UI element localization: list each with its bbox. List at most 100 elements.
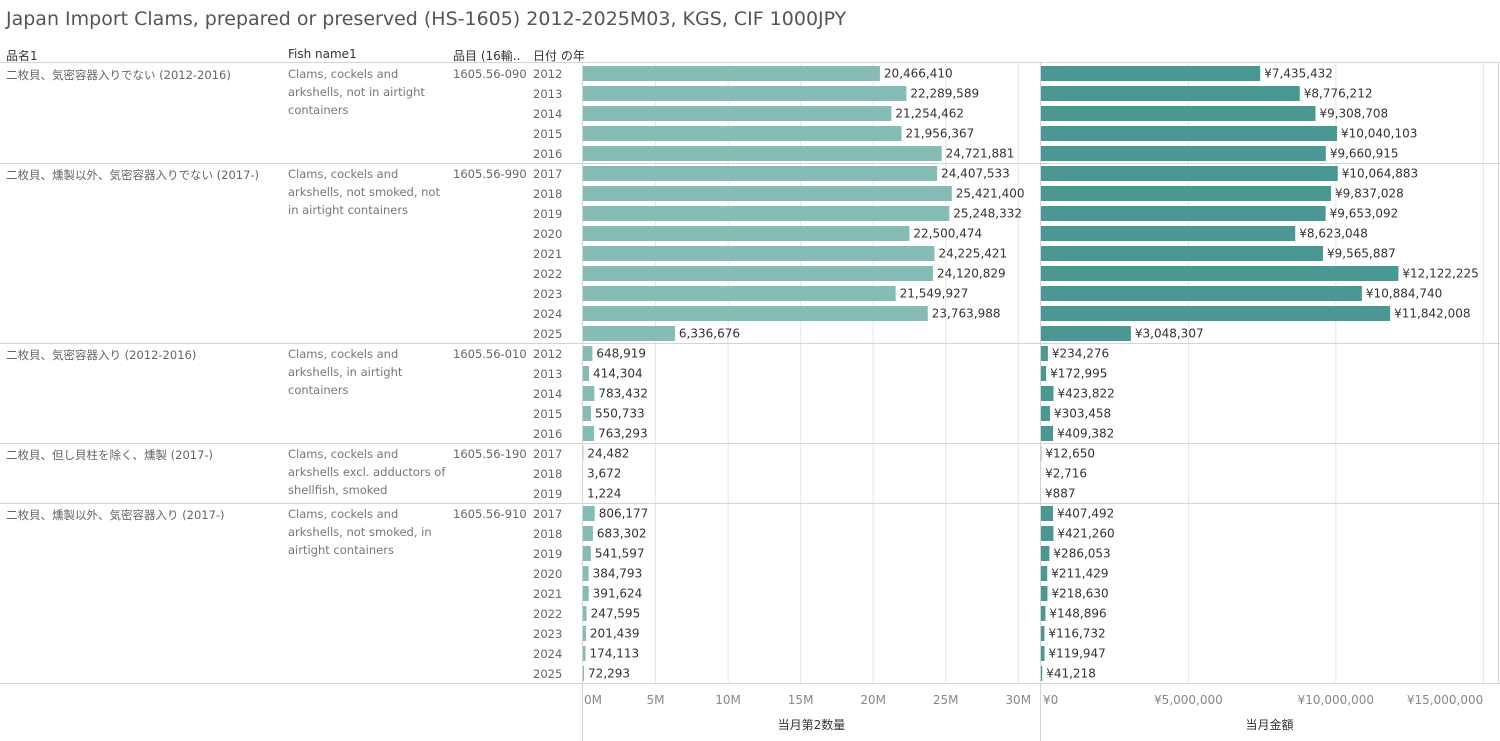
qty-tick-label: 15M	[788, 693, 814, 707]
qty-data-label: 25,248,332	[953, 207, 1022, 221]
amt-data-label: ¥2,716	[1045, 467, 1087, 481]
qty-data-label: 541,597	[595, 547, 645, 561]
amt-bar	[1041, 566, 1048, 581]
qty-data-label: 763,293	[598, 427, 648, 441]
amt-data-label: ¥211,429	[1051, 567, 1108, 581]
amt-bar	[1041, 326, 1131, 341]
qty-bar	[583, 106, 892, 121]
amt-data-label: ¥7,435,432	[1264, 67, 1333, 81]
qty-data-label: 20,466,410	[884, 67, 953, 81]
year-label: 2018	[533, 187, 563, 201]
amt-bar	[1041, 406, 1050, 421]
amt-tick-label: ¥0	[1043, 693, 1058, 707]
amt-data-label: ¥172,995	[1050, 367, 1107, 381]
fish-name: Clams, cockels and arkshells, not in air…	[288, 67, 425, 117]
qty-bar	[583, 666, 585, 681]
qty-data-label: 24,482	[587, 447, 629, 461]
year-label: 2023	[533, 287, 563, 301]
qty-bar	[583, 326, 675, 341]
amt-data-label: ¥119,947	[1049, 647, 1106, 661]
amt-bar	[1041, 586, 1048, 601]
year-label: 2014	[533, 107, 563, 121]
amt-bar	[1041, 206, 1326, 221]
amt-data-label: ¥286,053	[1053, 547, 1110, 561]
qty-bar	[583, 86, 907, 101]
qty-bar	[583, 286, 896, 301]
amt-bar	[1041, 286, 1362, 301]
qty-bar	[583, 606, 587, 621]
year-label: 2019	[533, 547, 563, 561]
year-label: 2015	[533, 407, 563, 421]
qty-data-label: 72,293	[588, 667, 630, 681]
amt-data-label: ¥148,896	[1049, 607, 1106, 621]
item-code: 1605.56-990	[453, 167, 527, 181]
qty-data-label: 22,500,474	[913, 227, 982, 241]
amt-data-label: ¥12,650	[1045, 447, 1095, 461]
item-code: 1605.56-010	[453, 347, 527, 361]
amt-tick-label: ¥15,000,000	[1407, 693, 1483, 707]
qty-bar	[583, 506, 595, 521]
amt-bar	[1041, 306, 1391, 321]
amt-data-label: ¥8,776,212	[1304, 87, 1373, 101]
year-label: 2018	[533, 467, 563, 481]
item-code: 1605.56-090	[453, 67, 527, 81]
qty-data-label: 201,439	[590, 627, 640, 641]
amt-data-label: ¥3,048,307	[1135, 327, 1204, 341]
amt-bar	[1041, 546, 1050, 561]
qty-tick-label: 20M	[860, 693, 886, 707]
qty-bar	[583, 246, 935, 261]
year-label: 2024	[533, 307, 563, 321]
qty-bar	[583, 626, 586, 641]
amt-bar	[1041, 646, 1045, 661]
amt-data-label: ¥9,565,887	[1327, 247, 1396, 261]
qty-tick-label: 5M	[647, 693, 665, 707]
qty-bar	[583, 166, 938, 181]
amt-bar	[1041, 506, 1054, 521]
qty-bar	[583, 346, 593, 361]
year-label: 2021	[533, 587, 563, 601]
qty-bar	[583, 206, 950, 221]
year-label: 2023	[533, 627, 563, 641]
header-fish-name[interactable]: Fish name1	[288, 47, 357, 61]
qty-bar	[583, 586, 589, 601]
year-label: 2012	[533, 347, 563, 361]
qty-bar	[583, 406, 591, 421]
amt-bar	[1041, 66, 1261, 81]
header-item-name[interactable]: 品名1	[6, 49, 38, 63]
amt-bar	[1041, 426, 1054, 441]
year-label: 2019	[533, 207, 563, 221]
fish-name: Clams, cockels and arkshells, not smoked…	[288, 167, 440, 217]
year-label: 2020	[533, 567, 563, 581]
year-label: 2012	[533, 67, 563, 81]
amt-bar	[1041, 146, 1326, 161]
amt-bar	[1041, 166, 1338, 181]
amt-data-label: ¥41,218	[1046, 667, 1096, 681]
year-label: 2021	[533, 247, 563, 261]
qty-bar	[583, 186, 952, 201]
qty-bar	[583, 426, 595, 441]
year-label: 2017	[533, 167, 563, 181]
item-name: 二枚貝、燻製以外、気密容器入り (2017-)	[6, 508, 225, 522]
amt-data-label: ¥423,822	[1057, 387, 1114, 401]
year-label: 2013	[533, 367, 563, 381]
amt-data-label: ¥10,040,103	[1341, 127, 1417, 141]
amt-bar	[1041, 126, 1338, 141]
header-year[interactable]: 日付 の年	[533, 49, 585, 63]
qty-data-label: 683,302	[597, 527, 647, 541]
item-code: 1605.56-910	[453, 507, 527, 521]
year-label: 2016	[533, 147, 563, 161]
qty-bar	[583, 546, 591, 561]
amt-bar	[1041, 386, 1054, 401]
fish-name: Clams, cockels and arkshells, not smoked…	[288, 507, 432, 557]
amt-data-label: ¥887	[1045, 487, 1076, 501]
header-item-code[interactable]: 品目 (16輸..	[453, 49, 521, 63]
qty-data-label: 24,120,829	[937, 267, 1006, 281]
qty-bar	[583, 126, 902, 141]
amt-data-label: ¥9,660,915	[1330, 147, 1399, 161]
qty-data-label: 21,549,927	[900, 287, 969, 301]
qty-bar	[583, 566, 589, 581]
amt-tick-label: ¥5,000,000	[1154, 693, 1223, 707]
amt-data-label: ¥12,122,225	[1402, 267, 1478, 281]
amt-bar	[1041, 246, 1324, 261]
qty-bar	[583, 306, 928, 321]
